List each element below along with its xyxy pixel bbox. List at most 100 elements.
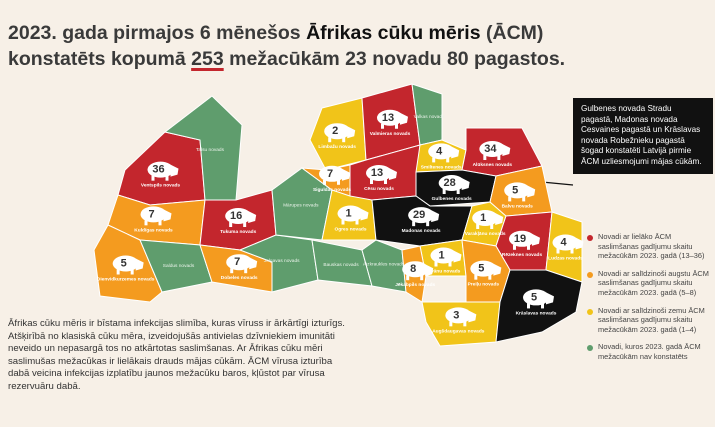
region-name: Rēzeknes novads — [502, 252, 543, 258]
case-count: 28 — [444, 177, 456, 189]
pig-leg — [541, 303, 544, 309]
pig-head — [248, 211, 257, 223]
pig-icon — [226, 254, 258, 274]
pig-body — [225, 208, 252, 224]
case-count: 1 — [480, 212, 486, 224]
title-text: konstatēts kopumā — [8, 48, 192, 70]
pig-body — [472, 210, 499, 226]
case-count: 36 — [152, 164, 164, 176]
pig-leg — [426, 221, 430, 227]
legend-swatch — [587, 271, 593, 278]
pig-body — [523, 289, 549, 306]
pig-icon — [479, 141, 511, 160]
pig-icon — [504, 182, 536, 202]
pig-icon — [225, 208, 257, 227]
pig-body — [140, 206, 167, 223]
case-count: 5 — [512, 184, 518, 196]
pig-head — [502, 144, 511, 156]
case-count: 13 — [382, 112, 394, 124]
pig-leg — [463, 321, 467, 327]
region-name: Gulbenes novads — [432, 196, 472, 202]
region — [361, 239, 407, 293]
pig-body — [226, 254, 253, 271]
pig-head — [400, 112, 408, 125]
pig-leg — [448, 261, 452, 267]
region-name: Valkas novads — [414, 114, 445, 120]
pig-body — [552, 234, 579, 251]
pig-leg — [456, 189, 460, 194]
pig-icon — [147, 161, 179, 181]
region-name: Kuldīgas novads — [134, 227, 173, 233]
pig-leg — [522, 196, 526, 202]
region-name: Dienvidkurzemes novads — [97, 277, 155, 283]
title-text: 2023. gada pirmajos 6 mēnešos — [8, 22, 307, 44]
pig-body — [377, 109, 403, 126]
case-count: 13 — [371, 167, 383, 179]
pig-leg — [406, 275, 410, 281]
pig-icon — [470, 260, 502, 280]
region-name: Limbažu novads — [318, 144, 356, 150]
pig-leg — [556, 248, 560, 254]
case-count: 7 — [327, 168, 333, 180]
pig-head — [360, 208, 369, 221]
case-count: 1 — [345, 208, 351, 220]
pig-leg — [165, 175, 169, 181]
region-name: Preiļu novads — [468, 282, 500, 288]
case-count: 8 — [410, 263, 416, 275]
pig-body — [408, 207, 435, 224]
pig-body — [509, 230, 535, 247]
pig-leg — [490, 224, 494, 229]
region-name: Jēkabpils novads — [395, 282, 435, 288]
region-name: Dobeles novads — [221, 275, 258, 281]
pig-head — [453, 250, 462, 263]
pig-head — [546, 292, 554, 305]
pig-leg — [370, 179, 373, 184]
pig-leg — [328, 137, 332, 143]
case-count: 2 — [332, 125, 338, 137]
region-name: Madonas novads — [402, 228, 441, 234]
pig-head — [527, 185, 536, 198]
pig-icon — [402, 261, 434, 281]
pig-leg — [474, 274, 478, 280]
region-name: Saldus novads — [163, 263, 195, 269]
pig-icon — [112, 255, 144, 275]
pig-leg — [442, 189, 446, 194]
pig-head — [468, 310, 477, 323]
case-count: 4 — [560, 237, 567, 249]
pig-body — [430, 247, 457, 264]
pig-body — [504, 182, 531, 199]
pig-head — [431, 210, 440, 223]
pig-leg — [488, 274, 492, 280]
pig-body — [366, 165, 392, 181]
pig-leg — [116, 269, 120, 275]
pig-leg — [151, 175, 155, 181]
pig-icon — [428, 143, 460, 163]
pig-body — [337, 205, 364, 222]
pig-head — [163, 209, 172, 222]
pig-leg — [244, 268, 248, 274]
legend-swatch — [587, 308, 593, 315]
pig-leg — [420, 275, 424, 281]
pig-head — [495, 213, 504, 225]
pig-leg — [483, 155, 487, 160]
legend-item: Novadi ar salīdzinoši augstu ĀCM saslimš… — [587, 269, 712, 298]
pig-head — [461, 178, 470, 190]
title: 2023. gada pirmajos 6 mēnešos Āfrikas cū… — [8, 20, 565, 72]
pig-icon — [377, 109, 408, 129]
region-name: Krāslavas novads — [516, 310, 557, 316]
region — [495, 269, 583, 343]
pig-leg — [158, 220, 162, 226]
pig-leg — [229, 222, 233, 227]
case-count: 5 — [121, 258, 127, 270]
case-count: 3 — [453, 309, 459, 321]
pig-head — [135, 258, 144, 271]
pig-head — [575, 237, 584, 250]
legend-text: Novadi, kuros 2023. gadā ĀCM mežacūkām n… — [598, 342, 701, 361]
legend-text: Novadi ar lielāko ĀCM saslimšanas gadīju… — [598, 232, 705, 261]
pig-leg — [355, 219, 359, 225]
pig-body — [479, 141, 506, 157]
pig-head — [493, 263, 502, 276]
title-text: mežacūkām 23 novadu 80 pagastos. — [223, 48, 566, 70]
